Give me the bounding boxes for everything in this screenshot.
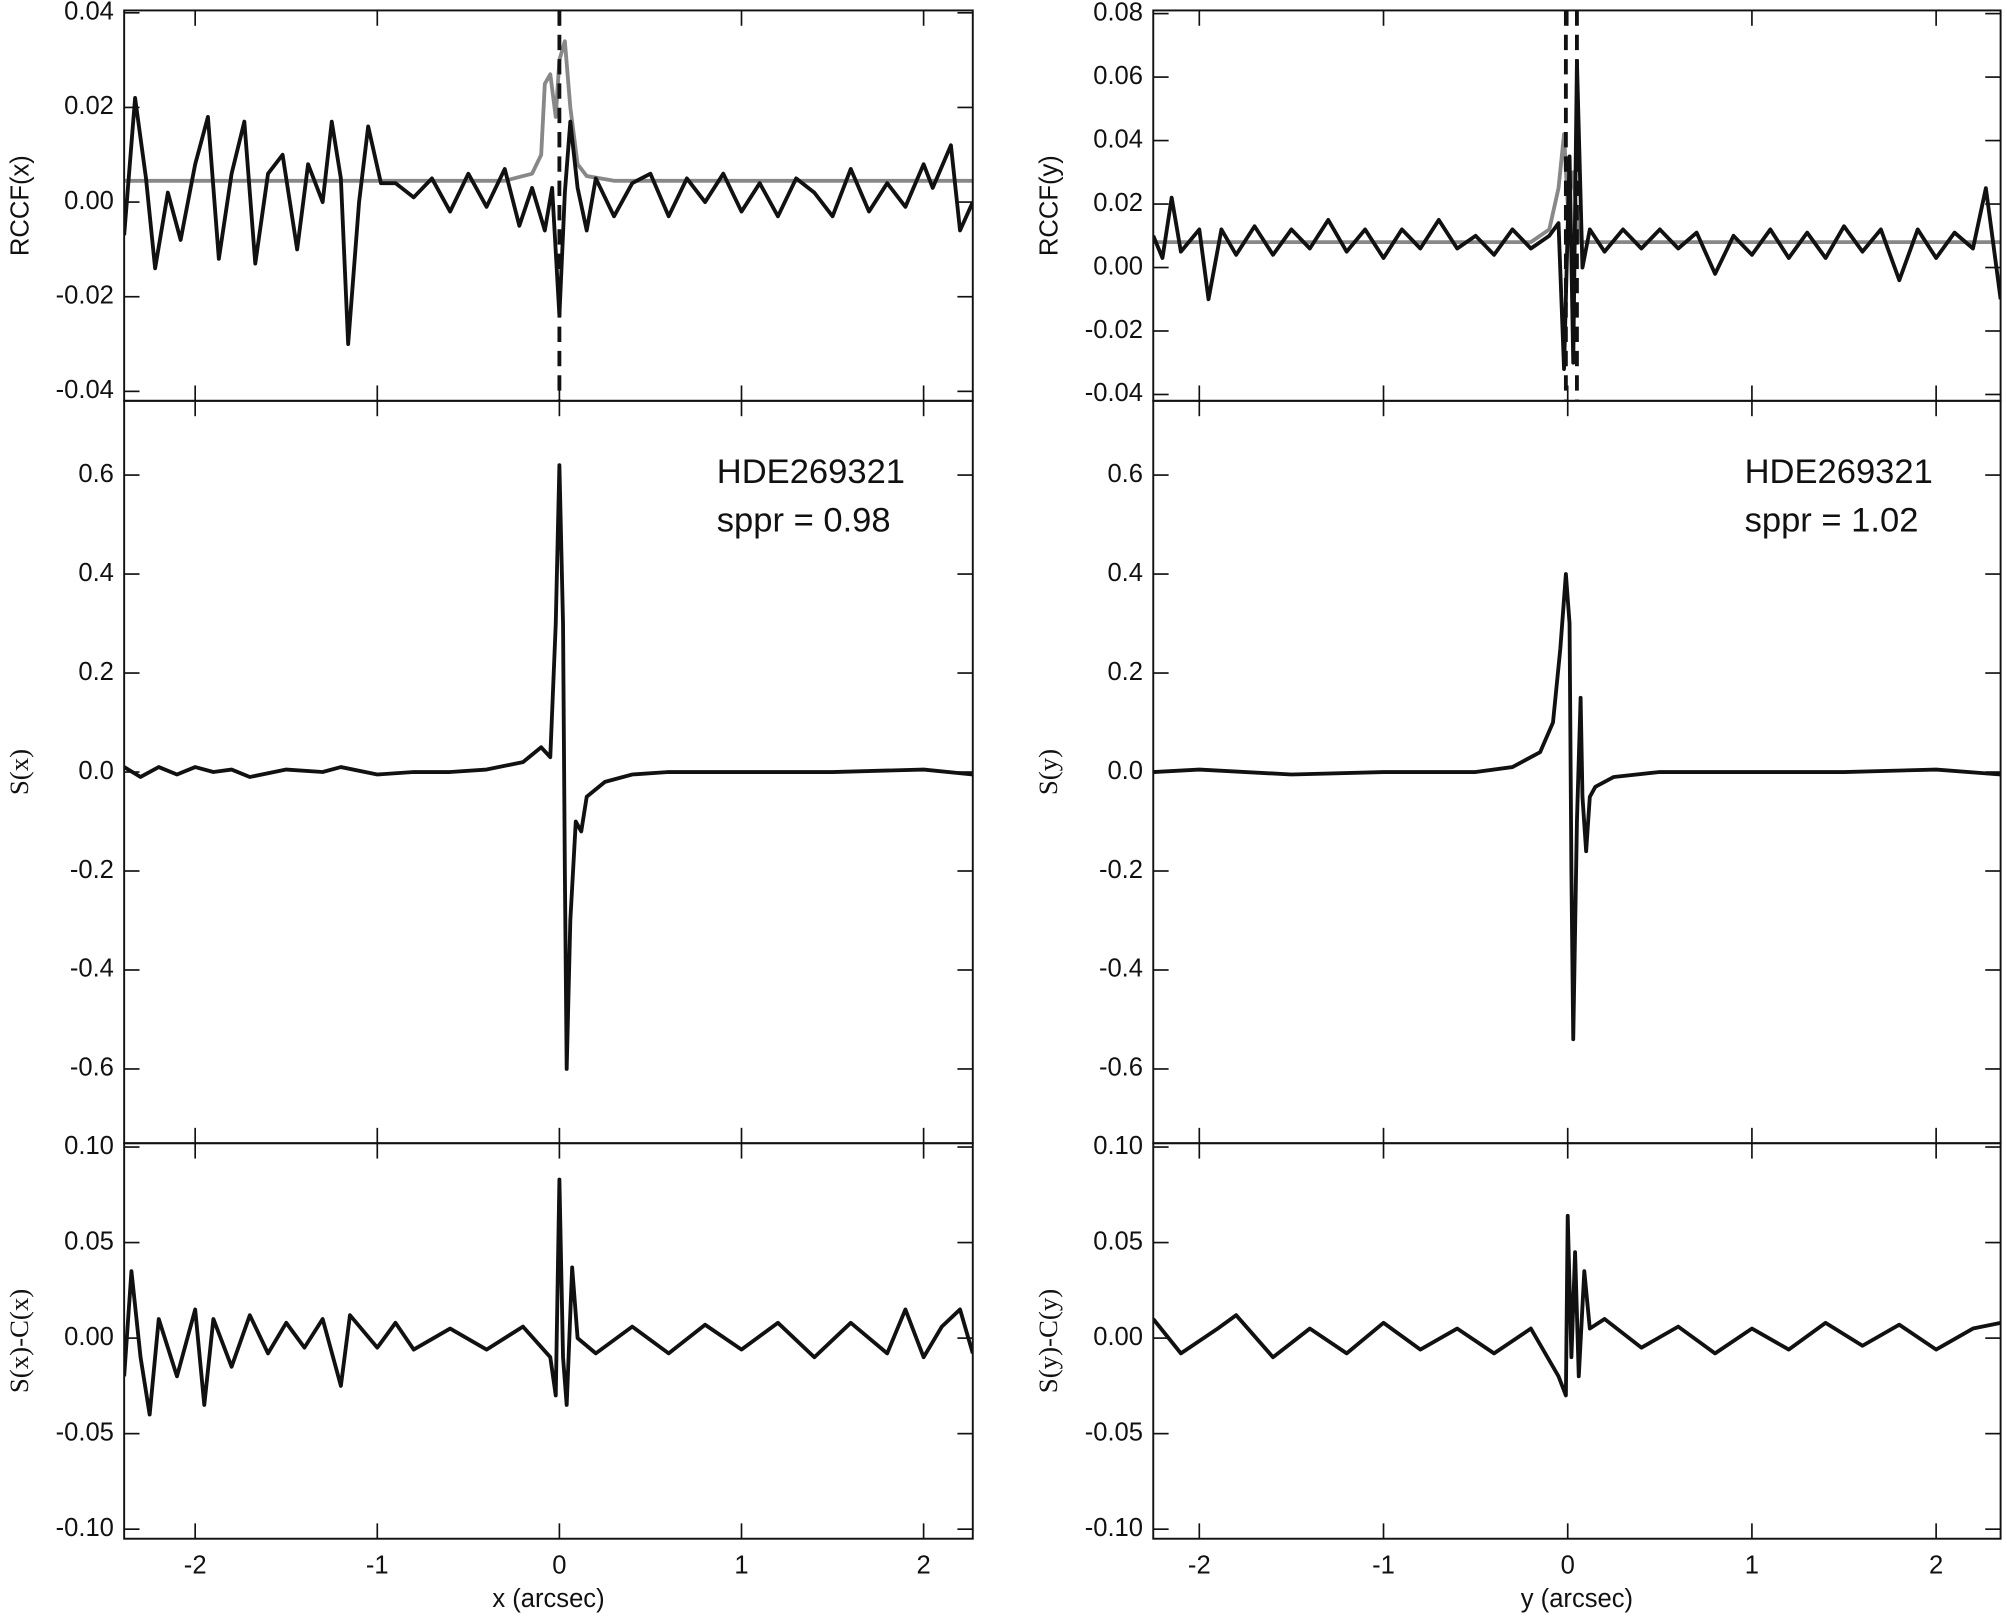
y-axis-label: S(y)-C(y) xyxy=(1033,1289,1063,1393)
y-axis-label: S(x) xyxy=(4,749,34,795)
x-tick-label: -1 xyxy=(1372,1552,1395,1580)
annotation: HDE269321 xyxy=(1745,453,1933,491)
data-line xyxy=(1153,59,2001,372)
data-line xyxy=(124,463,973,1071)
y-axis-label: S(x)-C(x) xyxy=(4,1289,34,1393)
x-tick-label: -2 xyxy=(184,1552,207,1580)
y-tick-label: 0.6 xyxy=(78,460,114,488)
panel: 0.6 0.4 0.2 0.0 -0.2 -0.4 -0.6 S(x) HDE269321 spp… xyxy=(4,399,974,1145)
y-tick-label: -0.10 xyxy=(1085,1514,1143,1542)
y-tick-label: 0.0 xyxy=(1107,757,1143,785)
x-tick-label: 2 xyxy=(1929,1552,1943,1580)
y-axis-label: RCCF(y) xyxy=(1036,155,1064,256)
x-tick-label: 2 xyxy=(916,1552,930,1580)
x-tick-label: -1 xyxy=(366,1552,389,1580)
y-tick-label: 0.02 xyxy=(64,92,114,120)
y-tick-label: -0.6 xyxy=(1099,1054,1143,1082)
plot-area xyxy=(1153,572,2001,1042)
y-axis-label: S(y) xyxy=(1033,749,1063,795)
plot-area xyxy=(124,463,973,1071)
y-tick-label: 0.10 xyxy=(64,1132,114,1160)
y-tick-label: -0.4 xyxy=(70,955,114,983)
y-tick-label: 0.00 xyxy=(64,187,114,215)
plot-area xyxy=(1153,10,2001,401)
y-tick-label: -0.02 xyxy=(56,281,114,309)
data-line xyxy=(124,96,973,346)
panel: 0.10 0.05 0.00 -0.05 -0.10 -2 -1 0 1 2 S(y)-C(y) y … xyxy=(1033,1132,2002,1613)
y-tick-label: 0.00 xyxy=(1093,1323,1143,1351)
y-tick-label: 0.2 xyxy=(78,658,114,686)
y-tick-label: 0.10 xyxy=(1093,1132,1143,1160)
plot-area xyxy=(124,10,973,401)
frame xyxy=(1152,1142,2002,1540)
plot-area xyxy=(124,1177,973,1417)
y-tick-label: 0.0 xyxy=(78,757,114,785)
data-line xyxy=(124,1177,973,1417)
annotation: sppr = 0.98 xyxy=(717,502,891,540)
y-tick-label: 0.04 xyxy=(1093,125,1143,153)
data-line xyxy=(1153,572,2001,1042)
panel: 0.04 0.02 0.00 -0.02 -0.04 RCCF(x) xyxy=(7,0,974,404)
data-line xyxy=(1153,1213,2001,1398)
y-tick-label: 0.04 xyxy=(64,0,114,26)
plot-area xyxy=(1153,1213,2001,1398)
y-tick-label: -0.10 xyxy=(56,1514,114,1542)
panel: 0.10 0.05 0.00 -0.05 -0.10 -2 -1 0 1 2 S(x)-C(x) x … xyxy=(4,1132,974,1613)
annotation: HDE269321 xyxy=(717,453,905,491)
y-tick-label: -0.04 xyxy=(56,376,114,404)
y-tick-label: 0.4 xyxy=(78,559,114,587)
y-tick-label: 0.06 xyxy=(1093,62,1143,90)
x-tick-label: 0 xyxy=(552,1552,566,1580)
y-axis-label: RCCF(x) xyxy=(7,155,35,256)
x-axis-label: y (arcsec) xyxy=(1521,1585,1633,1613)
y-tick-label: -0.05 xyxy=(1085,1418,1143,1446)
y-tick-label: 0.00 xyxy=(64,1323,114,1351)
y-tick-label: -0.02 xyxy=(1085,316,1143,344)
panel: 0.6 0.4 0.2 0.0 -0.2 -0.4 -0.6 S(y) HDE269321 spp… xyxy=(1033,399,2002,1145)
x-tick-label: 1 xyxy=(734,1552,748,1580)
y-tick-label: -0.05 xyxy=(56,1418,114,1446)
y-tick-label: 0.6 xyxy=(1107,460,1143,488)
panel: 0.08 0.06 0.04 0.02 0.00 -0.02 -0.04 RCCF(y) xyxy=(1036,0,2002,407)
y-tick-label: -0.6 xyxy=(70,1054,114,1082)
y-tick-label: -0.2 xyxy=(1099,856,1143,884)
y-tick-label: -0.4 xyxy=(1099,955,1143,983)
y-tick-label: -0.04 xyxy=(1085,379,1143,407)
y-tick-label: 0.08 xyxy=(1093,0,1143,26)
data-line xyxy=(124,39,973,183)
frame xyxy=(123,1142,974,1540)
x-tick-label: -2 xyxy=(1188,1552,1211,1580)
x-axis-label: x (arcsec) xyxy=(492,1585,604,1613)
y-tick-label: 0.02 xyxy=(1093,189,1143,217)
y-tick-label: 0.05 xyxy=(64,1227,114,1255)
y-tick-label: 0.05 xyxy=(1093,1227,1143,1255)
x-tick-label: 1 xyxy=(1745,1552,1759,1580)
y-tick-label: 0.2 xyxy=(1107,658,1143,686)
y-tick-label: 0.00 xyxy=(1093,252,1143,280)
x-tick-label: 0 xyxy=(1561,1552,1575,1580)
y-tick-label: -0.2 xyxy=(70,856,114,884)
annotation: sppr = 1.02 xyxy=(1745,502,1919,540)
y-tick-label: 0.4 xyxy=(1107,559,1143,587)
